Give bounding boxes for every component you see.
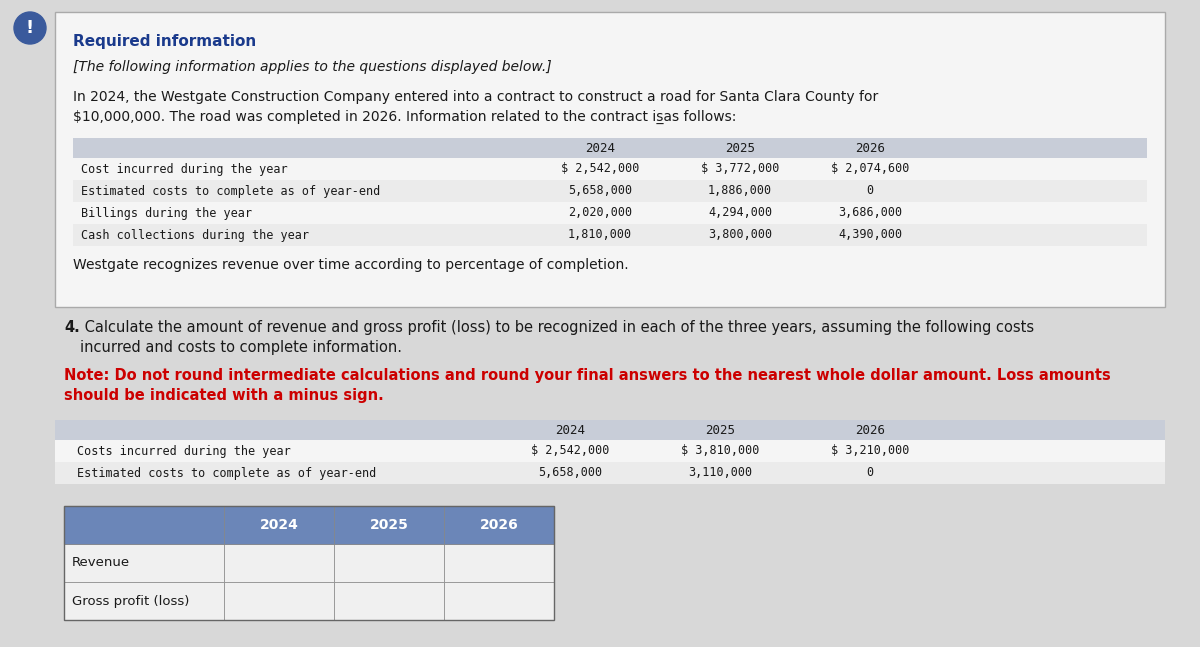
Text: 2024: 2024	[554, 424, 586, 437]
Text: incurred and costs to complete information.: incurred and costs to complete informati…	[80, 340, 402, 355]
Text: 2024: 2024	[259, 518, 299, 532]
Bar	[334, 506, 444, 544]
Text: Estimated costs to complete as of year-end: Estimated costs to complete as of year-e…	[77, 466, 377, 479]
Text: 2026: 2026	[480, 518, 518, 532]
Text: 2025: 2025	[706, 424, 734, 437]
Bar	[224, 506, 334, 544]
Text: Estimated costs to complete as of year-end: Estimated costs to complete as of year-e…	[82, 184, 380, 197]
Text: Gross profit (loss): Gross profit (loss)	[72, 595, 190, 608]
Text: 3,110,000: 3,110,000	[688, 466, 752, 479]
Text: 2025: 2025	[370, 518, 408, 532]
Text: Costs incurred during the year: Costs incurred during the year	[77, 444, 290, 457]
Text: 2025: 2025	[725, 142, 755, 155]
Bar	[73, 202, 1147, 224]
Text: [The following information applies to the questions displayed below.]: [The following information applies to th…	[73, 60, 552, 74]
Text: $ 2,542,000: $ 2,542,000	[530, 444, 610, 457]
Text: 1,810,000: 1,810,000	[568, 228, 632, 241]
Text: 2024: 2024	[586, 142, 616, 155]
Bar	[444, 544, 554, 582]
Bar	[64, 544, 224, 582]
Bar	[64, 582, 224, 620]
Text: 4,390,000: 4,390,000	[838, 228, 902, 241]
Bar	[55, 12, 1165, 307]
Text: Calculate the amount of revenue and gross profit (loss) to be recognized in each: Calculate the amount of revenue and gros…	[80, 320, 1034, 335]
Text: $ 3,772,000: $ 3,772,000	[701, 162, 779, 175]
Text: 2026: 2026	[854, 424, 886, 437]
Bar	[444, 582, 554, 620]
Text: Billings during the year: Billings during the year	[82, 206, 252, 219]
Bar	[334, 582, 444, 620]
Text: should be indicated with a minus sign.: should be indicated with a minus sign.	[64, 388, 384, 403]
Text: Cash collections during the year: Cash collections during the year	[82, 228, 310, 241]
Text: 4.: 4.	[64, 320, 79, 335]
Bar	[73, 180, 1147, 202]
Bar	[73, 158, 1147, 180]
Text: Required information: Required information	[73, 34, 257, 49]
Text: Cost incurred during the year: Cost incurred during the year	[82, 162, 288, 175]
Bar	[334, 544, 444, 582]
Bar	[73, 224, 1147, 246]
Bar	[64, 506, 224, 544]
Text: 4,294,000: 4,294,000	[708, 206, 772, 219]
Bar	[55, 420, 1165, 440]
Text: 5,658,000: 5,658,000	[568, 184, 632, 197]
Text: 3,800,000: 3,800,000	[708, 228, 772, 241]
Bar	[444, 506, 554, 544]
Text: $ 3,810,000: $ 3,810,000	[680, 444, 760, 457]
Text: !: !	[26, 19, 34, 37]
Bar	[224, 544, 334, 582]
Bar	[64, 506, 554, 620]
Text: $10,000,000. The road was completed in 2026. Information related to the contract: $10,000,000. The road was completed in 2…	[73, 110, 737, 124]
Text: $ 2,542,000: $ 2,542,000	[560, 162, 640, 175]
Bar	[224, 582, 334, 620]
Bar	[64, 506, 554, 544]
Text: Note: Do not round intermediate calculations and round your final answers to the: Note: Do not round intermediate calculat…	[64, 368, 1111, 383]
Text: $ 2,074,600: $ 2,074,600	[830, 162, 910, 175]
Circle shape	[14, 12, 46, 44]
Text: 0: 0	[866, 466, 874, 479]
Text: Westgate recognizes revenue over time according to percentage of completion.: Westgate recognizes revenue over time ac…	[73, 258, 629, 272]
Bar	[55, 440, 1165, 462]
Text: In 2024, the Westgate Construction Company entered into a contract to construct : In 2024, the Westgate Construction Compa…	[73, 90, 878, 104]
Text: 0: 0	[866, 184, 874, 197]
Text: 3,686,000: 3,686,000	[838, 206, 902, 219]
Text: 2026: 2026	[854, 142, 886, 155]
Text: $ 3,210,000: $ 3,210,000	[830, 444, 910, 457]
Text: Revenue: Revenue	[72, 556, 130, 569]
Text: 1,886,000: 1,886,000	[708, 184, 772, 197]
Text: 5,658,000: 5,658,000	[538, 466, 602, 479]
Bar	[73, 138, 1147, 158]
Text: 2,020,000: 2,020,000	[568, 206, 632, 219]
Bar	[55, 462, 1165, 484]
